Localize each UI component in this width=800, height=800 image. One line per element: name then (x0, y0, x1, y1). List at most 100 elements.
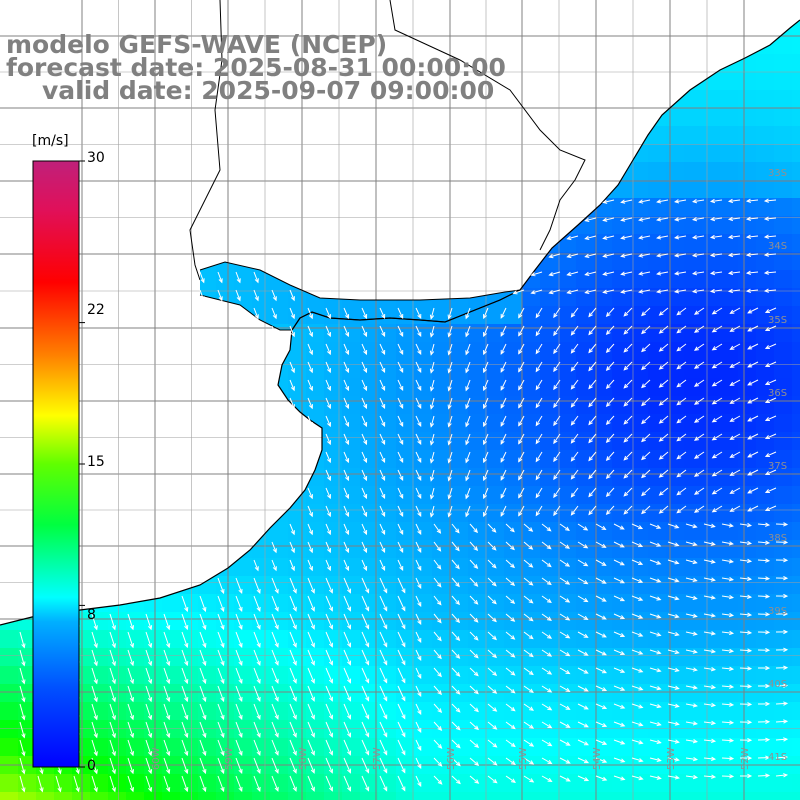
wind-arrow (397, 577, 406, 594)
wind-arrow (217, 685, 225, 703)
wind-arrow (775, 611, 789, 617)
wind-arrow (775, 737, 789, 742)
wind-arrow (703, 756, 717, 761)
wind-arrow (693, 505, 705, 513)
wind-arrow (415, 649, 422, 661)
wind-arrow (588, 469, 597, 480)
wind-arrow (235, 667, 243, 685)
wind-arrow (307, 361, 313, 374)
wind-arrow (518, 397, 525, 409)
wind-arrow (199, 721, 207, 739)
wind-arrow (685, 577, 698, 583)
wind-arrow (747, 397, 759, 404)
wind-arrow (649, 649, 662, 655)
wind-arrow (721, 720, 735, 725)
wind-arrow (217, 667, 225, 685)
wind-arrow (570, 469, 579, 480)
longitude-label: 55W (518, 747, 529, 770)
wind-arrow (127, 721, 135, 739)
wind-arrow (602, 217, 615, 222)
wind-arrow (271, 325, 277, 338)
wind-arrow (415, 487, 422, 499)
wind-arrow (91, 703, 98, 721)
wind-arrow (729, 433, 741, 440)
wind-arrow (487, 649, 498, 659)
wind-arrow (775, 629, 789, 635)
wind-arrow (523, 775, 535, 783)
wind-arrow (325, 685, 333, 702)
wind-arrow (613, 667, 626, 673)
wind-arrow (541, 685, 553, 693)
wind-arrow (361, 703, 370, 720)
wind-arrow (433, 613, 442, 624)
wind-arrow (127, 775, 135, 793)
wind-arrow (289, 613, 297, 630)
wind-arrow (559, 721, 571, 728)
wind-arrow (163, 685, 171, 703)
wind-arrow (641, 343, 651, 353)
wind-arrow (181, 739, 189, 757)
wind-arrow (729, 325, 741, 332)
wind-arrow (505, 775, 516, 783)
wind-arrow (469, 703, 479, 713)
wind-arrow (343, 703, 352, 720)
wind-arrow (523, 739, 535, 747)
wind-arrow (253, 307, 259, 320)
wind-arrow (379, 433, 386, 446)
wind-arrow (747, 487, 759, 494)
wind-arrow (676, 505, 687, 514)
wind-arrow (271, 757, 279, 774)
wind-arrow (235, 739, 243, 757)
wind-arrow (109, 631, 116, 649)
wind-arrow (325, 541, 332, 554)
wind-arrow (605, 361, 615, 372)
wind-arrow (727, 216, 741, 222)
wind-arrow (289, 685, 297, 702)
latitude-label: 40S (768, 679, 787, 690)
wind-arrow (181, 667, 189, 685)
wind-arrow (638, 271, 651, 276)
wind-arrow (289, 559, 295, 572)
wind-arrow (271, 289, 277, 302)
wind-arrow (631, 757, 644, 763)
wind-arrow (199, 739, 207, 757)
wind-arrow (127, 739, 135, 757)
wind-arrow (235, 271, 241, 284)
wind-arrow (559, 613, 571, 621)
wind-arrow (379, 361, 386, 374)
wind-arrow (127, 667, 135, 685)
wind-arrow (447, 433, 453, 446)
wind-arrow (307, 613, 315, 630)
wind-arrow (235, 613, 243, 631)
wind-arrow (343, 739, 352, 756)
wind-arrow (703, 702, 717, 708)
wind-arrow (289, 577, 297, 594)
wind-arrow (433, 523, 442, 534)
wind-arrow (518, 433, 525, 445)
wind-arrow (199, 613, 207, 631)
wind-arrow (415, 505, 422, 517)
wind-arrow (127, 757, 135, 775)
wind-arrow (518, 505, 525, 517)
wind-arrow (667, 523, 680, 529)
wind-arrow (649, 775, 662, 780)
wind-arrow (703, 649, 716, 654)
wind-arrow (397, 307, 404, 320)
wind-arrow (656, 271, 669, 276)
wind-arrow (739, 666, 753, 671)
wind-arrow (415, 433, 422, 445)
wind-arrow (667, 685, 680, 690)
wind-arrow (415, 325, 422, 337)
wind-arrow (235, 595, 243, 613)
wind-arrow (487, 703, 498, 712)
wind-arrow (703, 613, 716, 618)
wind-arrow (469, 523, 479, 534)
wind-arrow (676, 451, 687, 460)
wind-arrow (620, 253, 633, 258)
wind-arrow (415, 577, 422, 589)
wind-arrow (163, 775, 171, 793)
wind-arrow (729, 361, 741, 368)
wind-arrow (566, 289, 579, 295)
wind-arrow (307, 649, 315, 666)
